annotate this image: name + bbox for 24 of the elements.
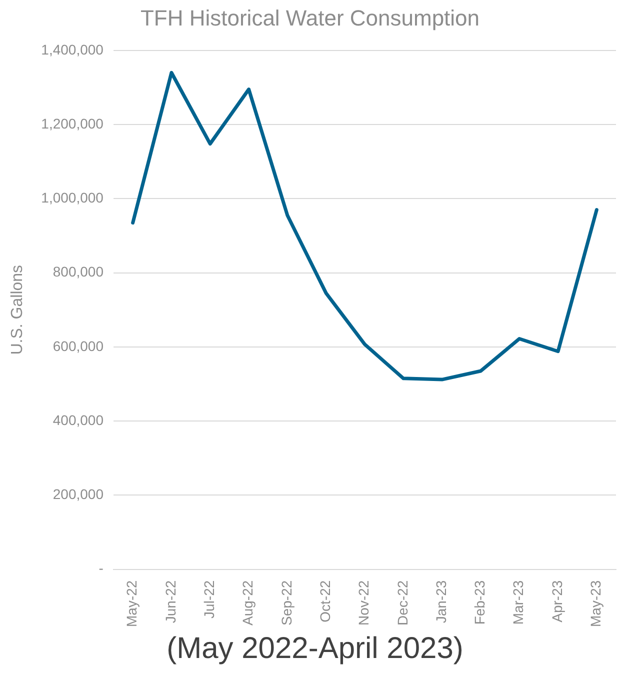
x-tick-label: Sep-22 bbox=[278, 580, 294, 626]
y-tick-label: 800,000 bbox=[52, 264, 104, 280]
y-tick-label: 1,000,000 bbox=[41, 190, 104, 206]
x-tick-label: Nov-22 bbox=[356, 580, 372, 626]
y-tick-label: 1,200,000 bbox=[41, 115, 104, 132]
y-tick-label: 200,000 bbox=[52, 486, 104, 502]
chart-title: TFH Historical Water Consumption bbox=[140, 5, 480, 30]
x-tick-label: May-22 bbox=[124, 580, 140, 628]
x-tick-label: Aug-22 bbox=[240, 580, 256, 626]
x-tick-label: Feb-23 bbox=[472, 580, 488, 625]
text: (May 2022-April 2023) bbox=[166, 632, 464, 666]
x-tick-label: Jun-22 bbox=[162, 580, 178, 624]
x-tick-label: Dec-22 bbox=[394, 580, 410, 626]
y-axis-title: U.S. Gallons bbox=[9, 264, 26, 355]
x-tick-label: Jan-23 bbox=[432, 580, 449, 624]
x-tick-label: May-23 bbox=[588, 580, 604, 628]
x-tick-label: Jul-22 bbox=[200, 580, 217, 618]
x-tick-label: Apr-23 bbox=[548, 580, 565, 622]
y-tick-label: 1,400,000 bbox=[41, 41, 104, 58]
x-tick-label: Mar-23 bbox=[510, 580, 526, 625]
x-tick-label: Oct-22 bbox=[316, 580, 333, 622]
y-tick-label: 400,000 bbox=[52, 412, 104, 428]
y-tick-label: 600,000 bbox=[52, 338, 104, 354]
y-tick-label: - bbox=[98, 560, 104, 576]
